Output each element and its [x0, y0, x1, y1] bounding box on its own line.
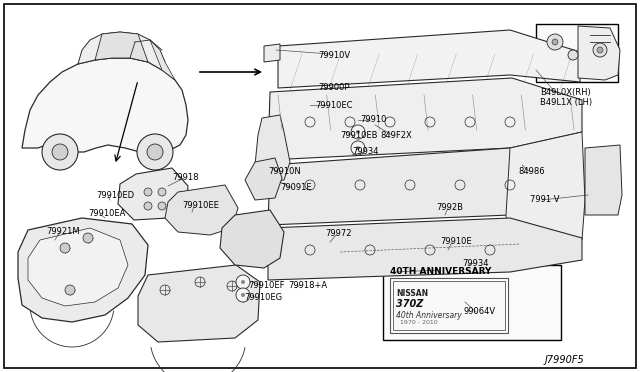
Polygon shape	[578, 26, 620, 80]
Polygon shape	[165, 185, 238, 235]
Text: 79918+A: 79918+A	[288, 280, 327, 289]
Text: 40TH ANNIVERSARY: 40TH ANNIVERSARY	[390, 267, 492, 276]
Text: 79972: 79972	[325, 230, 351, 238]
Text: 79934: 79934	[462, 259, 488, 267]
Circle shape	[241, 293, 245, 297]
Circle shape	[547, 34, 563, 50]
Text: J7990F5: J7990F5	[545, 355, 585, 365]
Text: 79910: 79910	[360, 115, 387, 125]
Bar	[393, 281, 505, 330]
Circle shape	[144, 188, 152, 196]
Text: B49L1X (LH): B49L1X (LH)	[540, 99, 592, 108]
Text: 84986: 84986	[518, 167, 545, 176]
Polygon shape	[18, 218, 148, 322]
Text: 79910E: 79910E	[440, 237, 472, 247]
Circle shape	[593, 43, 607, 57]
Circle shape	[65, 285, 75, 295]
Polygon shape	[585, 145, 622, 215]
Circle shape	[83, 233, 93, 243]
Polygon shape	[245, 158, 282, 200]
Circle shape	[241, 280, 245, 284]
Circle shape	[236, 275, 250, 289]
Text: 79918: 79918	[172, 173, 198, 183]
Polygon shape	[138, 265, 260, 342]
Circle shape	[552, 39, 558, 45]
Polygon shape	[268, 218, 582, 280]
Text: 79910N: 79910N	[268, 167, 301, 176]
Circle shape	[356, 146, 360, 150]
Text: 79910EC: 79910EC	[315, 100, 353, 109]
Text: 79091E: 79091E	[280, 183, 312, 192]
Text: 79910EB: 79910EB	[340, 131, 378, 140]
Text: 40th Anniversary: 40th Anniversary	[396, 311, 461, 320]
Polygon shape	[278, 30, 580, 88]
Text: B49L0X(RH): B49L0X(RH)	[540, 87, 591, 96]
Polygon shape	[268, 148, 582, 225]
Circle shape	[236, 288, 250, 302]
Circle shape	[568, 50, 578, 60]
Bar	[390, 278, 508, 333]
Text: 79921M: 79921M	[46, 228, 79, 237]
Text: 370Z: 370Z	[396, 299, 424, 309]
Polygon shape	[150, 40, 175, 80]
Circle shape	[351, 141, 365, 155]
Bar	[129, 57, 135, 63]
Text: 79900P: 79900P	[318, 83, 349, 93]
Text: 79910V: 79910V	[318, 51, 350, 60]
Text: 849F2X: 849F2X	[380, 131, 412, 140]
Bar	[141, 47, 147, 53]
Text: 79910EG: 79910EG	[244, 294, 282, 302]
Bar	[135, 47, 141, 53]
Text: 99064V: 99064V	[464, 308, 496, 317]
Circle shape	[158, 188, 166, 196]
Polygon shape	[118, 168, 188, 220]
Circle shape	[144, 202, 152, 210]
Bar	[536, 24, 618, 82]
Circle shape	[351, 125, 365, 139]
Circle shape	[158, 202, 166, 210]
Text: NISSAN: NISSAN	[396, 289, 428, 298]
Text: 1970 - 2010: 1970 - 2010	[400, 321, 438, 326]
Circle shape	[60, 243, 70, 253]
Text: 79934: 79934	[352, 148, 378, 157]
Circle shape	[147, 144, 163, 160]
Polygon shape	[506, 132, 585, 255]
Polygon shape	[220, 210, 284, 268]
Text: 79910EA: 79910EA	[88, 209, 125, 218]
Text: 79910EE: 79910EE	[182, 202, 219, 211]
Polygon shape	[95, 32, 148, 62]
Circle shape	[137, 134, 173, 170]
Text: 79910ED: 79910ED	[96, 192, 134, 201]
Polygon shape	[255, 115, 290, 183]
Circle shape	[42, 134, 78, 170]
Polygon shape	[268, 78, 582, 160]
Text: 7992B: 7992B	[436, 203, 463, 212]
Bar	[383, 265, 561, 340]
Bar	[129, 49, 135, 55]
Polygon shape	[22, 58, 188, 152]
Circle shape	[52, 144, 68, 160]
Text: 7991 V: 7991 V	[530, 196, 559, 205]
Circle shape	[356, 130, 360, 134]
Polygon shape	[28, 228, 128, 306]
Polygon shape	[264, 44, 280, 62]
Text: 79910EF: 79910EF	[248, 280, 285, 289]
Bar	[141, 55, 147, 61]
Polygon shape	[78, 32, 165, 70]
Circle shape	[597, 47, 603, 53]
Bar	[135, 55, 141, 61]
